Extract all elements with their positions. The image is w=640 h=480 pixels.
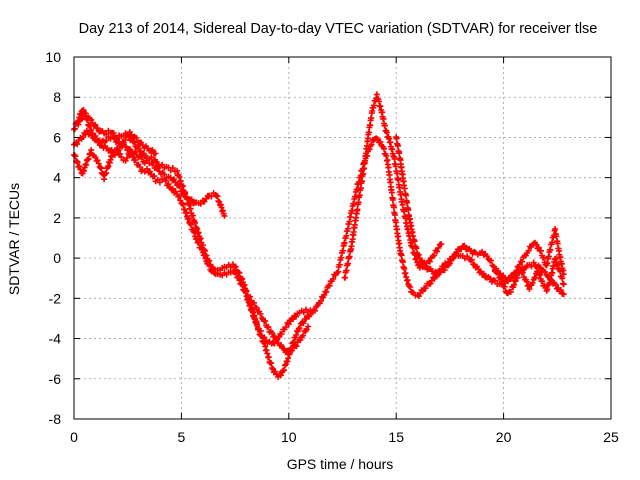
data-points-branch-3 (247, 293, 312, 356)
y-tick-label: -8 (49, 411, 62, 427)
x-tick-label: 15 (388, 429, 404, 445)
y-tick-label: -2 (49, 290, 62, 306)
data-points-branch-4 (75, 110, 159, 157)
y-tick-label: -4 (49, 331, 62, 347)
y-tick-label: 4 (53, 170, 61, 186)
y-tick-label: 0 (53, 250, 61, 266)
x-tick-label: 25 (603, 429, 619, 445)
data-points-branch-7 (492, 255, 567, 297)
x-tick-label: 10 (281, 429, 297, 445)
axis-ticks: 0 5 10 15 20 25 -8 -6 -4 -2 0 2 4 6 8 10 (45, 49, 619, 445)
y-axis-label: SDTVAR / TECUs (6, 183, 22, 295)
y-tick-label: -6 (49, 371, 62, 387)
y-tick-label: 2 (53, 210, 61, 226)
y-tick-label: 6 (53, 129, 61, 145)
y-tick-label: 10 (45, 49, 61, 65)
plot-frame (73, 56, 612, 420)
y-tick-label: 8 (53, 89, 61, 105)
data-points-branch-6 (393, 134, 567, 283)
x-tick-label: 5 (178, 429, 186, 445)
x-tick-label: 0 (70, 429, 78, 445)
data-points-branch-5 (341, 91, 445, 281)
x-tick-label: 20 (496, 429, 512, 445)
x-axis-label: GPS time / hours (287, 456, 394, 472)
chart-title: Day 213 of 2014, Sidereal Day-to-day VTE… (79, 21, 598, 37)
